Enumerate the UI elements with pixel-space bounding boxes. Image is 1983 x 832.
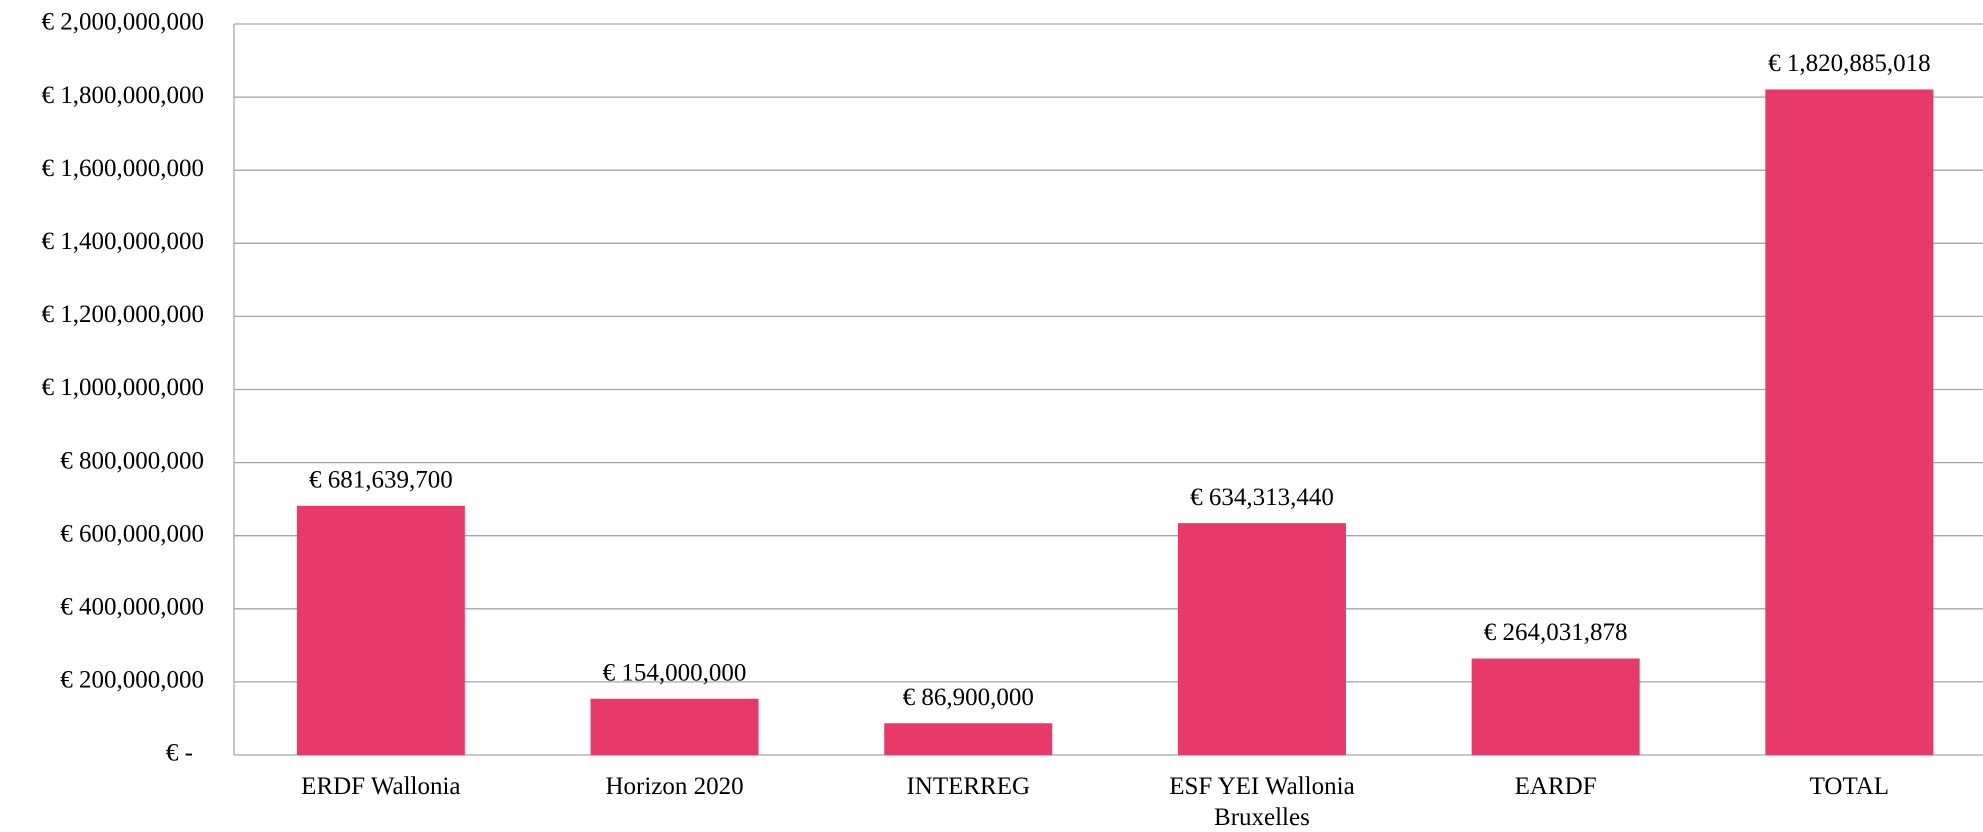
y-tick-label: € 1,600,000,000 [42,155,205,182]
data-label: € 86,900,000 [903,684,1034,711]
y-tick-label: € 2,000,000,000 [42,9,205,36]
data-label: € 1,820,885,018 [1768,50,1931,77]
bar [296,505,465,755]
bar [1765,89,1934,755]
bar [884,723,1053,755]
x-tick-label: ESF YEI Wallonia Bruxelles [1169,773,1355,831]
data-label: € 154,000,000 [603,659,747,686]
bar [1177,523,1346,755]
x-tick-label: TOTAL [1809,773,1890,800]
y-tick-label: € - [166,740,193,767]
y-tick-label: € 1,000,000,000 [42,374,205,401]
data-label: € 264,031,878 [1484,619,1628,646]
bar [590,698,759,755]
x-tick-label: EARDF [1514,773,1597,800]
y-tick-label: € 1,800,000,000 [42,82,205,109]
data-label: € 634,313,440 [1190,484,1334,511]
y-tick-label: € 400,000,000 [60,594,204,621]
y-tick-label: € 1,400,000,000 [42,228,205,255]
y-tick-label: € 600,000,000 [60,520,204,547]
x-tick-label: Horizon 2020 [605,773,744,800]
y-tick-label: € 1,200,000,000 [42,301,205,328]
y-tick-label: € 800,000,000 [60,447,204,474]
data-label: € 681,639,700 [309,467,453,494]
y-tick-label: € 200,000,000 [60,667,204,694]
x-tick-label: ERDF Wallonia [301,773,461,800]
x-tick-label: INTERREG [906,773,1031,800]
bar [1471,658,1640,755]
